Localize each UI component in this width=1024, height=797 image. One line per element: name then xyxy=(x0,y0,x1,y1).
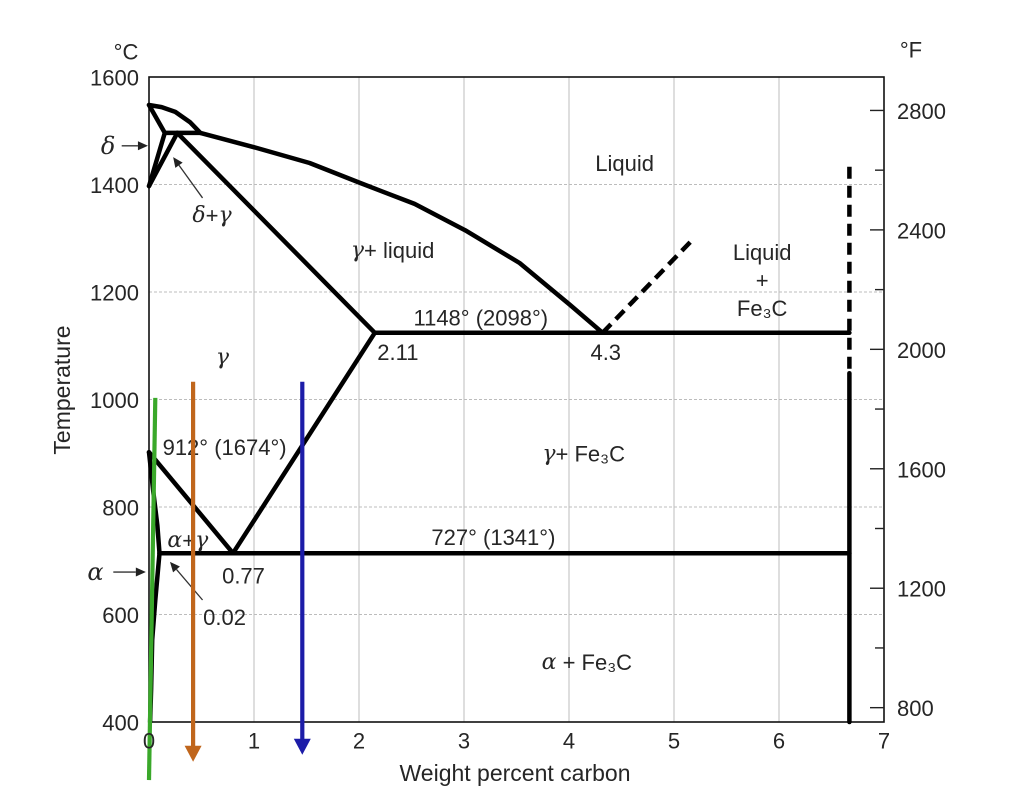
right-axis-tick-label: 2000 xyxy=(897,338,946,363)
greek-symbol: δ xyxy=(101,132,115,160)
x-axis-tick-label: 7 xyxy=(878,729,890,754)
right-axis-tick-label: 2800 xyxy=(897,99,946,124)
phase-boundary-gamma-solidus xyxy=(175,130,378,336)
eutectic-temperature-label: 1148° (2098°) xyxy=(413,305,548,330)
plot-border xyxy=(148,76,885,723)
left-axis-tick-label: 600 xyxy=(102,603,139,628)
pointer-arrows xyxy=(113,141,204,601)
greek-symbol: γ xyxy=(351,238,365,263)
right-axis-tick-label: 800 xyxy=(897,696,934,721)
region-gamma: γ xyxy=(216,345,230,370)
region-delta-marker: δ xyxy=(101,132,115,160)
label-text-run: 912° (1674°) xyxy=(163,434,287,459)
orange-composition-arrow-head-icon xyxy=(184,745,202,762)
region-alpha-gamma: α+γ xyxy=(167,527,209,552)
region-alpha-marker: α xyxy=(87,558,103,586)
region-gamma-liquid: γ+ liquid xyxy=(351,238,435,263)
left-axis-unit: °C xyxy=(114,40,139,65)
label-text-run: 4.3 xyxy=(590,340,621,365)
left-axis-tick-label: 800 xyxy=(102,496,139,521)
right-axis-tick-label: 2400 xyxy=(897,218,946,243)
axis-tick-labels: 400 600 800 1000 1200 1400 1600 800 1200 1600 2000… xyxy=(90,66,946,754)
x-axis-tick-label: 5 xyxy=(668,729,680,754)
phase-boundaries xyxy=(146,102,852,725)
label-text-run: + xyxy=(756,268,769,293)
phase-boundary-gamma-delta-boundary xyxy=(146,130,180,189)
greek-symbol: γ xyxy=(542,441,556,466)
label-text-run: 1148° (2098°) xyxy=(413,305,548,330)
region-liquid-fe3c: + xyxy=(756,268,769,293)
region-alpha-fe3c: α + Fe₃C xyxy=(542,649,633,674)
phase-boundary-liquidus xyxy=(146,102,605,336)
y-axis-title: Temperature xyxy=(49,325,75,454)
x-axis-tick-label: 2 xyxy=(353,729,365,754)
x-axis-tick-label: 6 xyxy=(773,729,785,754)
region-gamma-fe3c: γ+ Fe₃C xyxy=(542,441,625,466)
label-text-run: Fe₃C xyxy=(737,296,788,321)
phase-boundary-delta-solidus xyxy=(146,102,168,136)
label-text-run: + liquid xyxy=(364,238,434,263)
composition-0-77-label: 0.77 xyxy=(222,563,265,588)
right-axis-unit: °F xyxy=(900,38,922,63)
right-axis-tick-label: 1600 xyxy=(897,457,946,482)
composition-0-02-label: 0.02 xyxy=(203,605,246,630)
label-text-run: Liquid xyxy=(733,240,792,265)
x-axis-tick-label: 4 xyxy=(563,729,575,754)
transformation-912-label: 912° (1674°) xyxy=(163,434,287,459)
plot-frame xyxy=(148,76,885,723)
region-liquid: Liquid xyxy=(595,151,654,176)
region-liquid-fe3c: Liquid xyxy=(733,240,792,265)
composition-overlays xyxy=(146,381,311,781)
label-text-run: + xyxy=(206,203,219,228)
composition-0-02-pointer-line xyxy=(175,569,204,601)
delta-gamma-pointer-line xyxy=(178,164,204,199)
label-text-run: Liquid xyxy=(595,151,654,176)
x-axis-title: Weight percent carbon xyxy=(400,760,631,786)
right-axis-tick-label: 1200 xyxy=(897,577,946,602)
greek-symbol: γ xyxy=(218,203,232,228)
left-axis-tick-label: 1000 xyxy=(90,388,139,413)
label-text-run: 0.77 xyxy=(222,563,265,588)
greek-symbol: δ xyxy=(192,203,205,228)
left-axis-tick-label: 1400 xyxy=(90,173,139,198)
blue-composition-arrow-head-icon xyxy=(293,738,311,755)
phase-boundary-cementite-liquidus xyxy=(600,235,697,335)
composition-4-3-label: 4.3 xyxy=(590,340,621,365)
greek-symbol: α xyxy=(167,527,182,552)
green-composition-line xyxy=(146,397,158,781)
left-axis-tick-label: 1600 xyxy=(90,66,139,91)
label-text-run: + Fe₃C xyxy=(556,441,626,466)
x-axis-tick-label: 0 xyxy=(143,729,155,754)
greek-symbol: γ xyxy=(195,527,209,552)
region-delta-gamma: δ+γ xyxy=(192,203,232,228)
delta-gamma-pointer-head-icon xyxy=(173,157,183,168)
greek-symbol: α xyxy=(87,558,103,586)
greek-symbol: α xyxy=(542,649,557,674)
grid-lines xyxy=(149,77,884,722)
left-axis-tick-label: 1200 xyxy=(90,281,139,306)
x-axis-tick-label: 3 xyxy=(458,729,470,754)
left-axis-tick-label: 400 xyxy=(102,711,139,736)
delta-pointer-head-icon xyxy=(137,141,148,151)
composition-0-02-pointer-head-icon xyxy=(170,561,180,573)
x-axis-tick-label: 1 xyxy=(248,729,260,754)
alpha-pointer-head-icon xyxy=(135,567,146,577)
label-text-run: 727° (1341°) xyxy=(431,525,555,550)
label-text-run: 2.11 xyxy=(377,340,418,365)
composition-2-11-label: 2.11 xyxy=(377,340,418,365)
greek-symbol: γ xyxy=(216,345,230,370)
region-liquid-fe3c: Fe₃C xyxy=(737,296,788,321)
label-text-run: 0.02 xyxy=(203,605,246,630)
label-text-run: + Fe₃C xyxy=(556,649,632,674)
eutectoid-temperature-label: 727° (1341°) xyxy=(431,525,555,550)
